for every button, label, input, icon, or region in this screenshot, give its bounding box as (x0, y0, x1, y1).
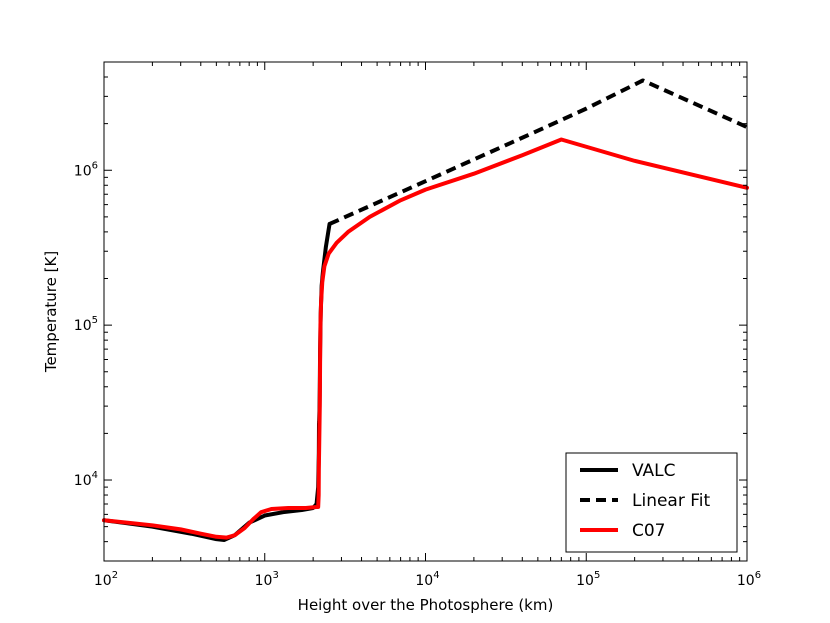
series-layer (102, 78, 749, 542)
legend-label-c07: C07 (632, 521, 666, 541)
x-tick-label: 105 (576, 570, 600, 589)
x-tick-label: 104 (415, 570, 439, 589)
series-line-linear-fit (328, 78, 748, 226)
y-tick-label: 106 (74, 160, 98, 179)
series-line-valc (102, 221, 332, 542)
y-tick-label: 105 (74, 315, 98, 334)
x-axis-label: Height over the Photosphere (km) (298, 596, 554, 614)
y-tick-label: 104 (74, 470, 98, 489)
x-tick-label: 106 (737, 570, 761, 589)
legend-label-linear-fit: Linear Fit (632, 491, 711, 511)
series-line-c07 (102, 137, 749, 540)
y-axis-label: Temperature [K] (42, 251, 60, 373)
x-tick-label: 102 (94, 570, 118, 589)
legend: VALC Linear Fit C07 (565, 452, 738, 553)
legend-label-valc: VALC (632, 461, 676, 481)
ticks-layer: 102 103 104 105 106 104 105 106 (74, 61, 761, 589)
x-tick-label: 103 (255, 570, 279, 589)
